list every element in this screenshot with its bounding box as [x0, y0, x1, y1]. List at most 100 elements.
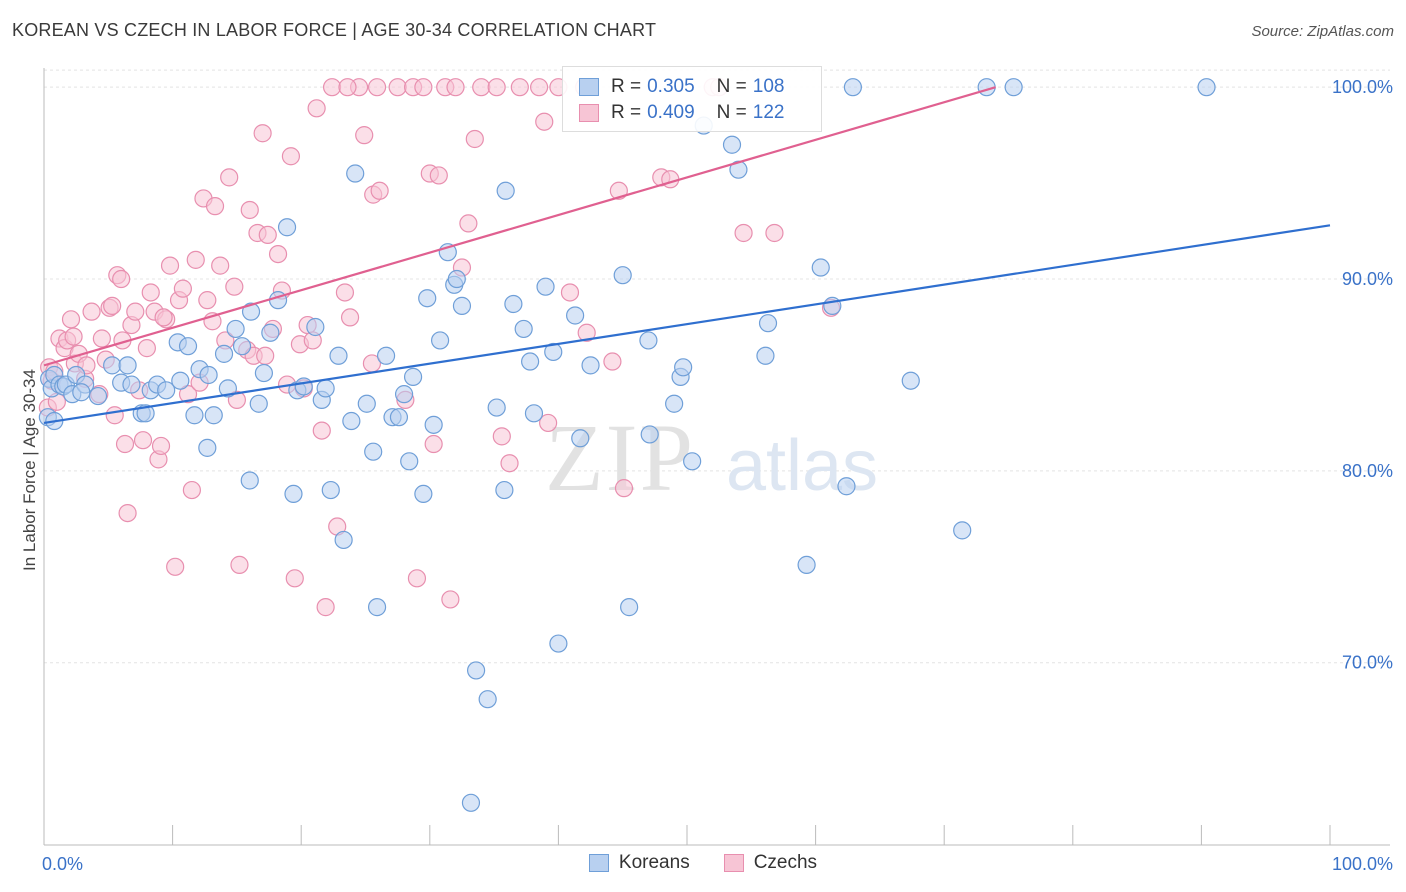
x-tick-label-min: 0.0% [42, 854, 83, 874]
korean-point [346, 164, 365, 183]
korean-point [536, 277, 555, 296]
axes [43, 68, 1390, 846]
czech-point [530, 78, 549, 97]
stats-legend: R = 0.305 N = 108 R = 0.409 N = 122 [562, 66, 822, 132]
czech-point [198, 291, 217, 310]
korean-point [613, 266, 632, 285]
korean-point [394, 385, 414, 404]
korean-point [240, 471, 259, 490]
korean-point [901, 371, 920, 390]
korean-point [204, 406, 223, 425]
korean-point [430, 331, 450, 350]
korean-point [424, 415, 443, 434]
korean-point [241, 302, 261, 321]
czech-point [118, 503, 137, 523]
czech-point [105, 406, 124, 425]
czech-point [160, 256, 180, 275]
korean-point [797, 555, 816, 574]
x-tick-label-max: 100.0% [1332, 854, 1393, 874]
czech-point [186, 250, 205, 269]
czech-point [465, 129, 484, 149]
korean-point [504, 294, 523, 314]
czech-point [414, 78, 433, 97]
korean-point [447, 269, 466, 289]
czech-point [407, 569, 427, 588]
czech-point [211, 256, 230, 275]
korean-point [306, 317, 325, 337]
series-koreans [38, 78, 1216, 812]
korean-point [72, 383, 91, 402]
korean-point [544, 342, 563, 362]
legend-item-czechs[interactable]: Czechs [723, 852, 818, 874]
korean-point [581, 356, 600, 375]
czech-point [281, 147, 301, 166]
gridlines [44, 69, 1390, 664]
czech-point [388, 78, 407, 97]
czech-point [472, 78, 491, 97]
korean-point [357, 394, 376, 413]
korean-point [837, 477, 856, 496]
korean-point [185, 406, 204, 425]
czech-point [487, 78, 506, 97]
korean-point [294, 377, 313, 396]
watermark-atlas: atlas [726, 426, 878, 506]
czech-point [182, 480, 201, 500]
czech-point [614, 479, 634, 498]
legend-label-czechs: Czechs [753, 852, 818, 873]
korean-point [214, 344, 234, 363]
korean-point [811, 258, 830, 277]
korean-point [729, 160, 748, 179]
czech-point [322, 78, 342, 97]
czech-point [253, 124, 272, 143]
korean-point [232, 337, 252, 356]
legend-r-value-czechs: 0.409 [647, 102, 695, 123]
y-tick-label: 90.0% [1342, 269, 1393, 289]
czech-point [429, 166, 448, 185]
czech-point [492, 427, 511, 446]
tick-labels: 70.0% 80.0% 90.0% 100.0% 0.0% 100.0% [42, 77, 1393, 874]
czech-point [603, 352, 622, 371]
korean-point [284, 484, 303, 504]
korean-point [171, 371, 190, 390]
czech-point [335, 283, 355, 302]
korean-point [198, 438, 217, 457]
korean-point [261, 323, 280, 342]
czech-point [225, 277, 244, 296]
korean-point [321, 480, 340, 500]
czech-point [230, 555, 249, 574]
czech-point [256, 346, 275, 365]
legend-r-value-koreans: 0.305 [647, 76, 695, 97]
korean-point [103, 356, 122, 375]
legend-item-koreans[interactable]: Koreans [588, 852, 690, 874]
korean-point [514, 319, 533, 339]
korean-point [461, 793, 481, 812]
czech-point [424, 434, 443, 454]
czech-point [112, 269, 131, 289]
czech-point [459, 214, 478, 233]
korean-point [389, 408, 409, 427]
korean-point [665, 394, 684, 413]
korean-point [521, 352, 540, 371]
korean-point [495, 480, 514, 500]
korean-point [683, 452, 702, 471]
trend-line-czechs [43, 86, 996, 367]
czech-point [115, 434, 135, 454]
korean-point [376, 346, 396, 365]
trend-lines [43, 86, 1331, 425]
czech-point [258, 225, 277, 245]
korean-point [178, 337, 198, 356]
korean-point [316, 379, 335, 398]
korean-point [549, 634, 568, 653]
series-legend: Koreans Czechs [0, 852, 1406, 874]
czech-point [312, 421, 331, 440]
czech-point [126, 302, 145, 321]
czech-point [367, 78, 387, 97]
korean-point [524, 404, 544, 423]
czech-point [535, 112, 554, 131]
korean-point [364, 442, 383, 461]
czech-point [340, 308, 360, 327]
korean-point [342, 411, 361, 431]
source-note: Source: ZipAtlas.com [1251, 23, 1394, 40]
y-tick-label: 80.0% [1342, 461, 1393, 481]
czech-point [220, 168, 239, 187]
